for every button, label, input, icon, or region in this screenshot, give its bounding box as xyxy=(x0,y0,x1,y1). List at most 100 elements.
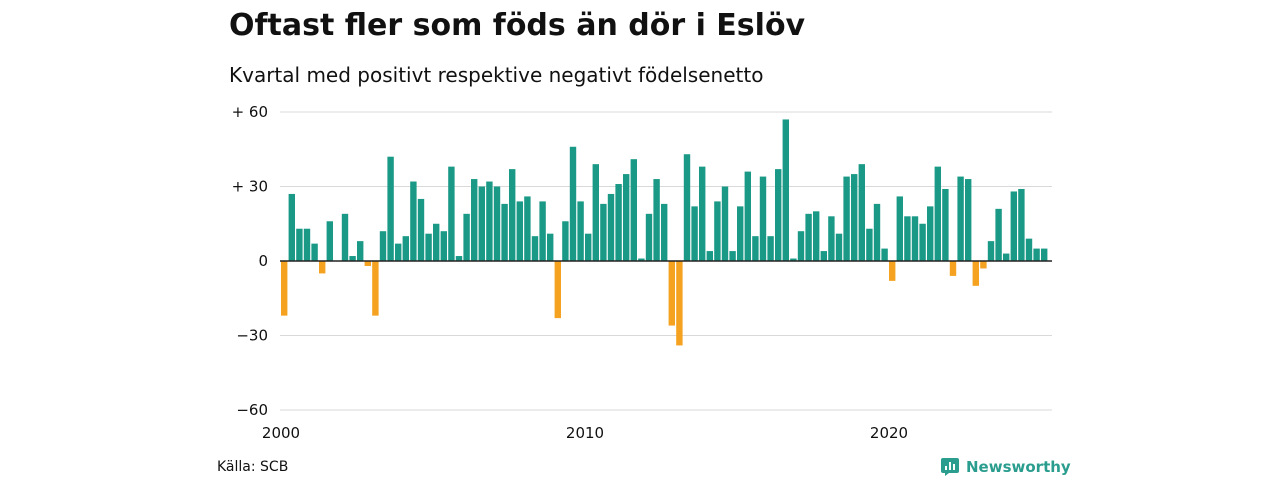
bar-positive xyxy=(539,201,546,261)
bar-positive xyxy=(630,159,637,261)
y-tick-label: −30 xyxy=(236,327,268,345)
bar-positive xyxy=(433,223,440,261)
bar-positive xyxy=(653,179,660,261)
brand-logo[interactable]: Newsworthy xyxy=(940,457,1071,477)
bar-positive xyxy=(493,186,501,261)
y-tick-label: + 60 xyxy=(232,103,268,121)
bar-positive xyxy=(820,251,827,261)
bar-positive xyxy=(1010,191,1017,261)
bar-positive xyxy=(767,236,774,261)
bar-negative xyxy=(281,261,288,316)
bar-positive xyxy=(866,228,873,261)
x-tick-label: 2020 xyxy=(870,424,908,442)
y-axis-ticks: + 60 + 30 0 −30 −60 xyxy=(232,103,268,419)
bar-positive xyxy=(759,176,767,261)
bar-positive xyxy=(934,166,941,261)
bar-chart: + 60 + 30 0 −30 −60 2000 2010 2020 xyxy=(232,103,1052,442)
bar-positive xyxy=(455,256,463,261)
bar-negative xyxy=(364,261,371,266)
bar-positive xyxy=(965,179,972,261)
bar-positive xyxy=(775,169,782,261)
bar-positive xyxy=(524,196,531,261)
bar-positive xyxy=(387,156,394,261)
bar-positive xyxy=(592,164,599,261)
bar-positive xyxy=(721,186,729,261)
bar-positive xyxy=(440,231,447,261)
bar-positive xyxy=(645,213,653,261)
bar-positive xyxy=(341,213,349,261)
bar-negative xyxy=(980,261,987,269)
bar-positive xyxy=(516,201,523,261)
bar-positive xyxy=(303,228,311,261)
bar-positive xyxy=(577,201,584,261)
bar-negative xyxy=(372,261,379,316)
bar-positive xyxy=(501,203,508,261)
bar-positive xyxy=(395,243,402,261)
bar-positive xyxy=(531,236,539,261)
newsworthy-logo-icon xyxy=(941,458,959,476)
bar-positive xyxy=(729,251,736,261)
bar-positive xyxy=(402,236,409,261)
bar-positive xyxy=(607,193,615,261)
bar-positive xyxy=(509,169,516,261)
bar-positive xyxy=(797,231,805,261)
bar-positive xyxy=(311,243,318,261)
bar-positive xyxy=(919,223,926,261)
bar-positive xyxy=(661,203,668,261)
bar-positive xyxy=(835,233,843,261)
bar-positive xyxy=(995,208,1002,261)
bar-positive xyxy=(714,201,721,261)
bar-negative xyxy=(554,261,561,319)
bar-negative xyxy=(668,261,675,326)
bar-positive xyxy=(752,236,759,261)
gridlines xyxy=(280,111,1052,411)
bar-positive xyxy=(896,196,903,261)
bar-positive xyxy=(691,206,698,261)
bar-positive xyxy=(615,184,622,261)
y-tick-label: 0 xyxy=(258,252,268,270)
bar-positive xyxy=(805,213,812,261)
bar-positive xyxy=(638,258,645,261)
bar-negative xyxy=(319,261,326,274)
bar-positive xyxy=(911,216,919,261)
bar-positive xyxy=(828,216,835,261)
bar-positive xyxy=(1033,248,1040,261)
bar-positive xyxy=(349,256,356,261)
bar-positive xyxy=(417,198,425,261)
bar-negative xyxy=(972,261,979,286)
x-tick-label: 2010 xyxy=(566,424,604,442)
bar-positive xyxy=(782,119,789,261)
bar-positive xyxy=(326,221,333,261)
bar-positive xyxy=(683,154,691,261)
chart-subtitle: Kvartal med positivt respektive negativt… xyxy=(229,63,764,87)
bar-positive xyxy=(463,213,470,261)
bar-positive xyxy=(699,166,706,261)
bar-positive xyxy=(957,176,964,261)
bar-positive xyxy=(448,166,455,261)
bar-positive xyxy=(1003,253,1010,261)
bar-positive xyxy=(1025,238,1033,261)
bar-positive xyxy=(942,188,949,261)
bar-positive xyxy=(790,258,797,261)
x-tick-label: 2000 xyxy=(262,424,300,442)
bar-positive xyxy=(851,174,858,261)
bar-positive xyxy=(410,181,417,261)
y-tick-label: −60 xyxy=(236,401,268,419)
chart-title: Oftast fler som föds än dör i Eslöv xyxy=(229,8,806,43)
bar-positive xyxy=(357,241,364,261)
bar-positive xyxy=(585,233,592,261)
y-tick-label: + 30 xyxy=(232,178,268,196)
bar-positive xyxy=(927,206,934,261)
bar-negative xyxy=(889,261,896,281)
x-axis-ticks: 2000 2010 2020 xyxy=(262,424,908,442)
bar-positive xyxy=(873,203,881,261)
bar-positive xyxy=(296,228,303,261)
bar-positive xyxy=(858,164,865,261)
bar-positive xyxy=(379,231,387,261)
bar-positive xyxy=(881,248,888,261)
brand-name: Newsworthy xyxy=(966,458,1071,476)
bar-positive xyxy=(288,193,295,261)
source-credit: Källa: SCB xyxy=(217,459,289,475)
bar-positive xyxy=(904,216,911,261)
bar-negative xyxy=(949,261,957,276)
